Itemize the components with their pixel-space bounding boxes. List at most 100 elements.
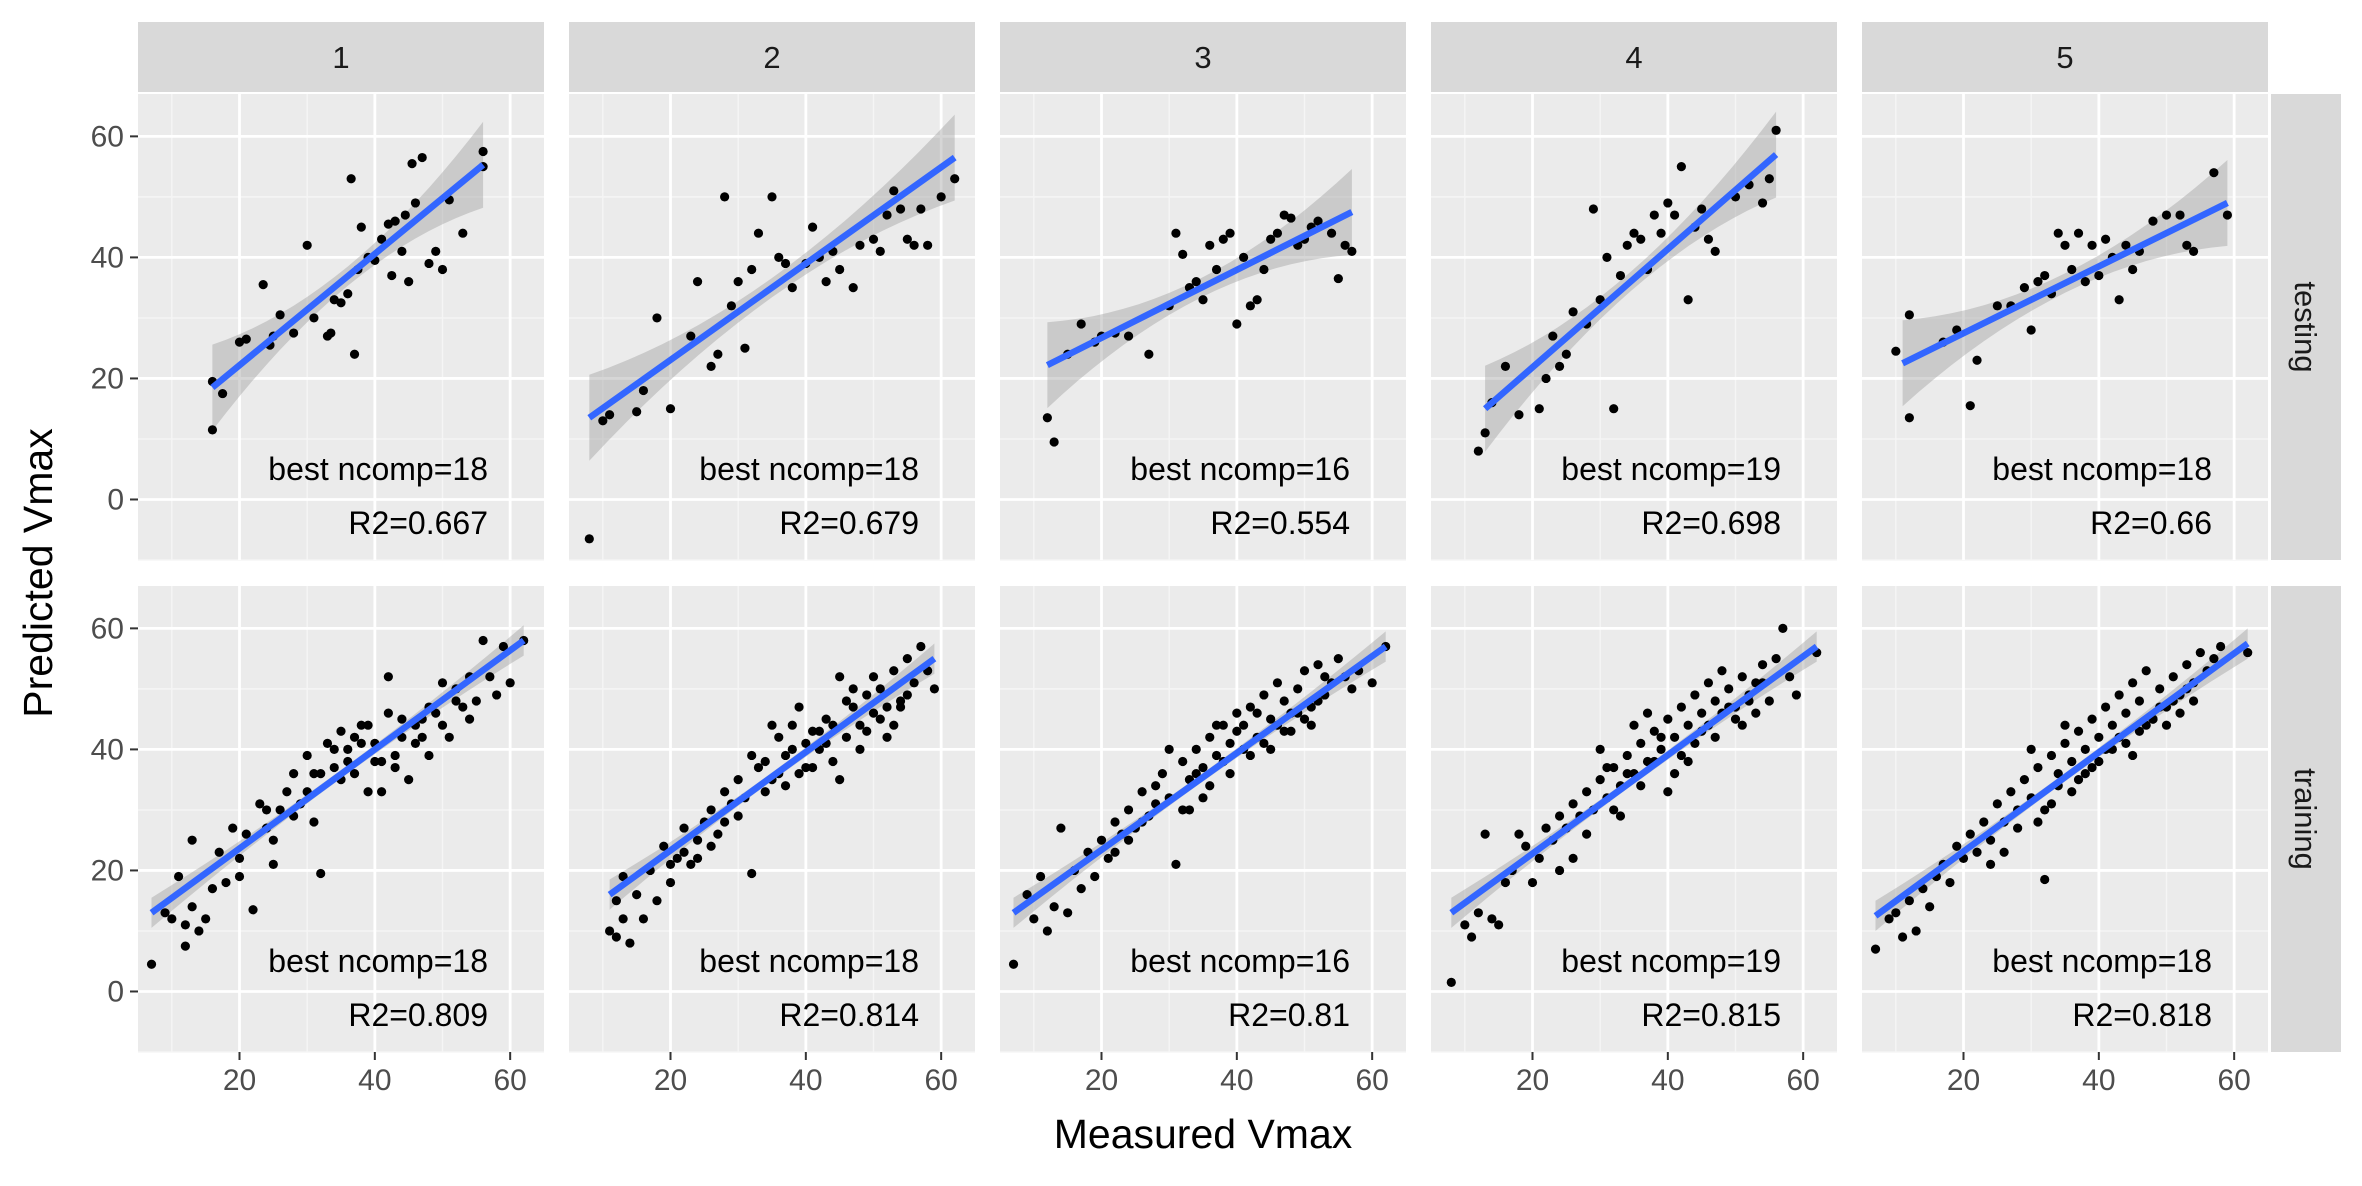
panel-testing-2: best ncomp=18 R2=0.679	[569, 94, 975, 561]
regression-line	[1449, 643, 1819, 916]
data-point	[679, 847, 689, 857]
data-point	[309, 769, 319, 779]
data-point	[1347, 246, 1357, 256]
data-point	[1299, 666, 1310, 676]
data-point	[1239, 720, 1249, 730]
facet-strip-col	[138, 22, 544, 92]
data-point	[2101, 702, 2111, 712]
annotation-ncomp: best ncomp=18	[1992, 943, 2212, 979]
data-point	[1656, 744, 1666, 755]
data-point	[370, 756, 380, 767]
data-point	[377, 234, 387, 244]
data-point	[356, 222, 366, 232]
data-point	[780, 781, 791, 791]
data-point	[1521, 841, 1531, 851]
data-point	[2046, 799, 2057, 809]
data-point	[2222, 210, 2232, 220]
data-point	[2141, 666, 2151, 676]
data-point	[234, 853, 245, 863]
data-point	[289, 769, 299, 779]
data-point	[2060, 720, 2070, 730]
regression-line	[210, 162, 486, 391]
annotation-r2: R2=0.698	[1641, 505, 1781, 541]
data-point	[902, 690, 912, 700]
data-point	[1656, 732, 1666, 742]
facet-strip-col-label: 2	[763, 40, 780, 75]
data-point	[1494, 920, 1504, 930]
data-point	[1076, 883, 1086, 894]
panel-training-2: best ncomp=18 R2=0.814	[569, 586, 975, 1053]
data-point	[1110, 847, 1120, 857]
data-point	[720, 787, 730, 797]
data-point	[1171, 859, 1181, 869]
data-point	[720, 192, 730, 202]
data-point	[437, 678, 448, 688]
panel-background	[1862, 586, 2268, 1052]
data-point	[485, 672, 495, 682]
data-point	[787, 744, 797, 755]
facet-strip-col	[1000, 22, 1406, 92]
data-point	[875, 714, 885, 724]
x-tick-label: 60	[493, 1064, 526, 1097]
data-point	[2033, 762, 2043, 773]
data-point	[1764, 696, 1774, 706]
data-point	[1022, 890, 1032, 900]
data-point	[1602, 252, 1612, 263]
data-point	[868, 708, 879, 718]
data-point	[410, 738, 421, 748]
panel-training-3: best ncomp=16 R2=0.81	[1000, 586, 1406, 1053]
x-tick-label: 40	[1651, 1064, 1684, 1097]
data-point	[437, 720, 448, 730]
data-point	[343, 744, 353, 755]
x-tick-label: 60	[2217, 1064, 2250, 1097]
data-point	[659, 841, 669, 851]
data-point	[444, 732, 454, 742]
data-point	[1500, 361, 1511, 371]
data-point	[1211, 264, 1222, 275]
y-tick-label: 20	[91, 362, 124, 395]
data-point	[1649, 726, 1659, 736]
data-point	[1891, 346, 1901, 356]
data-point	[2040, 270, 2050, 281]
data-point	[1724, 684, 1734, 694]
data-point	[1320, 672, 1330, 682]
data-point	[1218, 720, 1228, 730]
data-point	[1225, 769, 1235, 779]
data-point	[1225, 738, 1235, 748]
panel-testing-4: best ncomp=19 R2=0.698	[1431, 94, 1837, 561]
panel-testing-5: best ncomp=18 R2=0.66	[1862, 94, 2268, 561]
data-point	[2073, 228, 2084, 238]
data-point	[1151, 781, 1161, 791]
data-point	[2053, 228, 2063, 238]
data-point	[672, 853, 682, 863]
data-point	[1965, 401, 1975, 411]
data-point	[1063, 908, 1073, 918]
data-point	[1534, 404, 1544, 414]
data-point	[458, 228, 468, 238]
data-point	[180, 920, 190, 930]
data-point	[1036, 871, 1046, 882]
data-point	[275, 310, 285, 320]
data-point	[383, 708, 393, 718]
data-point	[1663, 787, 1673, 797]
data-point	[343, 289, 353, 299]
data-point	[1306, 720, 1316, 730]
data-point	[1157, 769, 1167, 779]
data-point	[1293, 684, 1303, 694]
data-point	[1629, 720, 1639, 730]
data-point	[2080, 744, 2090, 755]
data-point	[1090, 871, 1100, 882]
data-point	[902, 654, 912, 664]
data-point	[464, 714, 475, 724]
data-point	[780, 258, 791, 269]
data-point	[1588, 204, 1598, 214]
facet-strip-col	[1431, 22, 1837, 92]
data-point	[1751, 678, 1761, 688]
data-point	[1123, 835, 1134, 845]
data-point	[1703, 678, 1714, 688]
data-point	[2019, 283, 2029, 293]
data-point	[478, 146, 488, 157]
data-point	[848, 283, 858, 293]
data-point	[1340, 240, 1350, 250]
data-point	[611, 932, 621, 942]
